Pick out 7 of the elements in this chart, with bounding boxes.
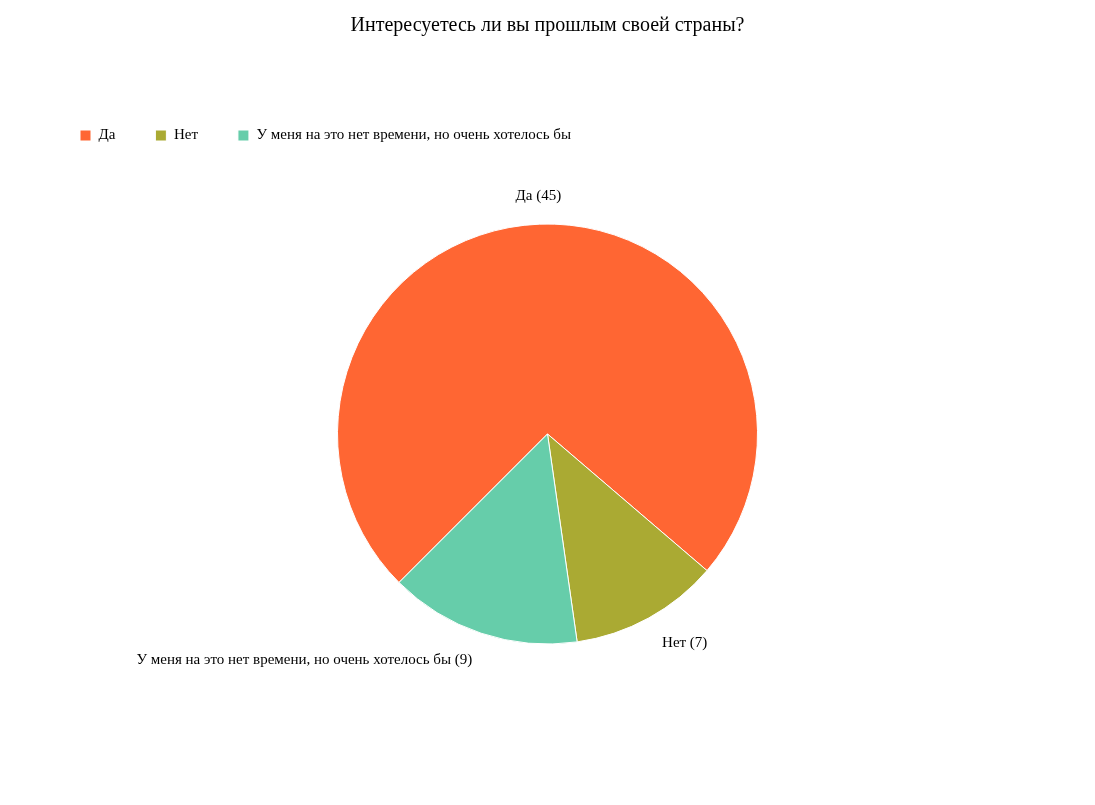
data-label: У меня на это нет времени, но очень хотелось бы (9)	[136, 650, 473, 668]
data-label: Да (45)	[515, 187, 562, 205]
legend-label: Да	[98, 126, 116, 143]
data-label: Нет (7)	[662, 633, 708, 651]
chart-title: Интересуетесь ли вы прошлым своей страны?	[350, 13, 745, 37]
legend-label: Нет	[173, 126, 199, 143]
legend-label: У меня на это нет времени, но очень хотелось бы	[256, 126, 572, 143]
